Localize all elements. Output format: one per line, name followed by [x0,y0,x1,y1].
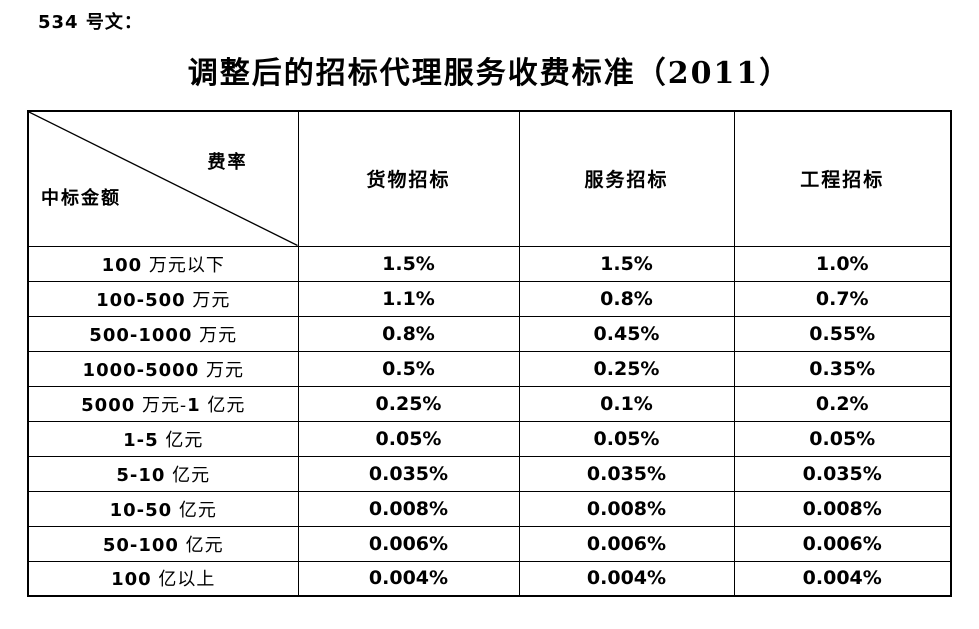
fee-table-body: 100 万元以下 1.5% 1.5% 1.0% 100-500 万元 1.1% 0.8% 0.… [27,245,952,597]
diagonal-split-line [29,112,298,246]
table-row: 100-500 万元 1.1% 0.8% 0.7% [27,280,952,317]
row-label-bid-amount-range: 100-500 万元 [27,280,299,317]
table-row: 1000-5000 万元 0.5% 0.25% 0.35% [27,350,952,387]
fee-rate-cell: 0.55% [733,315,952,352]
doc-number-label: 534 号文： [38,12,143,33]
fee-rate-cell: 0.004% [297,560,520,597]
fee-rate-cell: 0.7% [733,280,952,317]
fee-rate-cell: 0.004% [518,560,735,597]
fee-rate-cell: 0.008% [733,490,952,527]
fee-rate-cell: 0.006% [297,525,520,562]
fee-rate-cell: 0.8% [518,280,735,317]
fee-rate-cell: 0.006% [733,525,952,562]
fee-rate-cell: 0.05% [733,420,952,457]
fee-rate-cell: 0.035% [297,455,520,492]
fee-rate-cell: 0.05% [518,420,735,457]
row-label-bid-amount-range: 1000-5000 万元 [27,350,299,387]
column-header-engineering-tender: 工程招标 [733,110,952,247]
header-row: 费率 中标金额 货物招标 服务招标 工程招标 [27,110,952,247]
row-label-bid-amount-range: 1-5 亿元 [27,420,299,457]
row-label-bid-amount-range: 100 亿以上 [27,560,299,597]
fee-rate-cell: 0.008% [297,490,520,527]
table-row: 5-10 亿元 0.035% 0.035% 0.035% [27,455,952,492]
row-label-bid-amount-range: 5000 万元-1 亿元 [27,385,299,422]
fee-rate-cell: 0.1% [518,385,735,422]
fee-rate-cell: 0.25% [518,350,735,387]
table-row: 100 亿以上 0.004% 0.004% 0.004% [27,560,952,597]
fee-rate-cell: 0.035% [733,455,952,492]
column-header-service-tender: 服务招标 [518,110,735,247]
fee-rate-cell: 0.006% [518,525,735,562]
row-label-bid-amount-range: 50-100 亿元 [27,525,299,562]
fee-rate-table: 费率 中标金额 货物招标 服务招标 工程招标 100 万元以下 1.5% 1.5% 1… [27,110,952,597]
fee-rate-cell: 1.1% [297,280,520,317]
fee-rate-cell: 1.5% [518,245,735,282]
fee-rate-cell: 0.05% [297,420,520,457]
fee-rate-cell: 0.035% [518,455,735,492]
row-label-bid-amount-range: 10-50 亿元 [27,490,299,527]
table-row: 1-5 亿元 0.05% 0.05% 0.05% [27,420,952,457]
fee-rate-cell: 1.5% [297,245,520,282]
table-row: 500-1000 万元 0.8% 0.45% 0.55% [27,315,952,352]
fee-rate-cell: 0.25% [297,385,520,422]
row-label-bid-amount-range: 100 万元以下 [27,245,299,282]
table-row: 10-50 亿元 0.008% 0.008% 0.008% [27,490,952,527]
column-header-goods-tender: 货物招标 [297,110,520,247]
fee-rate-cell: 1.0% [733,245,952,282]
fee-rate-cell: 0.5% [297,350,520,387]
fee-rate-cell: 0.35% [733,350,952,387]
page-title: 调整后的招标代理服务收费标准（2011） [187,56,792,91]
table-row: 5000 万元-1 亿元 0.25% 0.1% 0.2% [27,385,952,422]
corner-label-bid-amount: 中标金额 [41,187,121,209]
corner-label-rate: 费率 [207,152,248,173]
table-row: 100 万元以下 1.5% 1.5% 1.0% [27,245,952,282]
row-label-bid-amount-range: 500-1000 万元 [27,315,299,352]
fee-rate-cell: 0.008% [518,490,735,527]
table-corner-cell: 费率 中标金额 [27,110,299,247]
fee-rate-cell: 0.45% [518,315,735,352]
table-row: 50-100 亿元 0.006% 0.006% 0.006% [27,525,952,562]
fee-rate-cell: 0.004% [733,560,952,597]
row-label-bid-amount-range: 5-10 亿元 [27,455,299,492]
fee-rate-cell: 0.8% [297,315,520,352]
fee-rate-cell: 0.2% [733,385,952,422]
